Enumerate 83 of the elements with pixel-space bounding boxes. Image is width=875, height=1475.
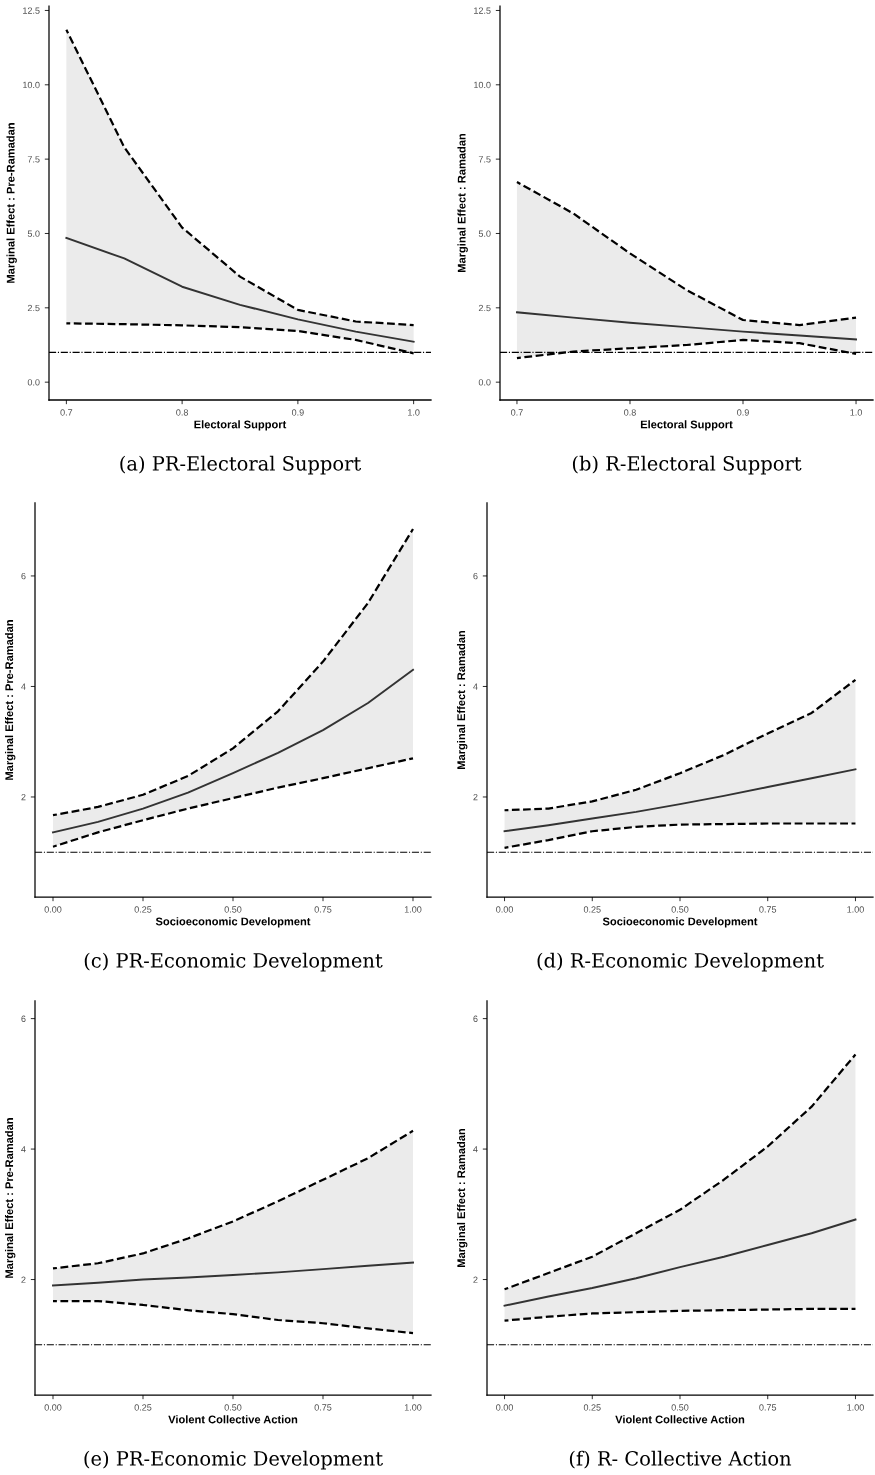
y-tick-label: 6 [473, 572, 478, 580]
y-tick-label: 12.5 [474, 7, 491, 14]
x-axis-title: Socioeconomic Development [155, 917, 311, 928]
line-series [65, 236, 415, 343]
line-series [51, 757, 415, 848]
text: (b) R-Electoral Support [572, 455, 802, 475]
x-tick-label: 0.8 [624, 409, 636, 416]
y-tick-label: 4 [473, 1146, 478, 1153]
x-tick-label: 0.75 [314, 1404, 332, 1411]
y-tick-label: 10.0 [23, 81, 40, 89]
x-tick-label: 1.00 [847, 1404, 864, 1411]
line-series [503, 1218, 857, 1307]
line-series [503, 678, 857, 812]
y-axis-title: Marginal Effect : Ramadan [456, 630, 468, 770]
y-tick-label: 6 [473, 1015, 478, 1022]
line-series [52, 1261, 414, 1287]
x-tick-label: 0.00 [44, 1404, 62, 1411]
line-series [503, 1307, 857, 1322]
y-tick-label: 4 [21, 1146, 26, 1153]
y-tick-label: 0.0 [478, 379, 491, 386]
y-tick-label: 0.0 [27, 379, 40, 386]
x-tick-label: 0.25 [134, 906, 152, 913]
y-axis-title: Marginal Effect : Ramadan [456, 1128, 468, 1268]
x-tick-label: 1.00 [404, 1404, 422, 1411]
x-tick-label: 0.25 [583, 906, 601, 913]
text: (f) R- Collective Action [569, 1450, 792, 1469]
y-tick-label: 6 [21, 572, 26, 580]
x-tick-label: 0.7 [511, 409, 523, 416]
text: (d) R-Economic Development [537, 952, 824, 972]
y-tick-label: 10.0 [474, 81, 491, 89]
y-tick-label: 7.5 [478, 156, 491, 163]
y-tick-label: 4 [473, 683, 478, 690]
y-tick-label: 2 [21, 1276, 26, 1283]
x-axis-title: Electoral Support [194, 420, 287, 431]
x-tick-label: 1.00 [404, 906, 422, 913]
x-axis-title: Violent Collective Action [615, 1415, 745, 1424]
x-axis-title: Electoral Support [640, 420, 733, 431]
y-tick-label: 2 [473, 793, 478, 801]
text: (a) PR-Electoral Support [120, 455, 362, 475]
y-tick-label: 2.5 [478, 304, 491, 312]
x-tick-label: 0.7 [60, 409, 73, 416]
y-axis-title: Marginal Effect : Pre-Ramadan [4, 620, 16, 780]
y-tick-label: 2 [21, 793, 26, 801]
x-tick-label: 0.75 [759, 1404, 777, 1411]
text: (e) PR-Economic Development [84, 1450, 383, 1470]
x-tick-label: 0.50 [224, 906, 242, 913]
line-series [503, 768, 857, 833]
x-tick-label: 0.9 [737, 409, 749, 416]
y-tick-label: 2 [473, 1276, 478, 1283]
x-tick-label: 0.00 [496, 1404, 513, 1411]
x-tick-label: 0.00 [44, 906, 62, 913]
line-series [52, 668, 414, 834]
y-tick-label: 5.0 [478, 230, 491, 237]
x-axis-title: Violent Collective Action [168, 1415, 298, 1424]
y-tick-label: 12.5 [23, 7, 40, 14]
line-series [51, 1299, 415, 1335]
x-tick-label: 1.0 [850, 409, 862, 416]
y-axis-title: Marginal Effect : Pre-Ramadan [4, 1118, 16, 1278]
y-tick-label: 5.0 [27, 230, 40, 237]
x-tick-label: 0.50 [224, 1404, 242, 1411]
x-tick-label: 0.25 [134, 1404, 152, 1411]
x-tick-label: 0.50 [671, 1404, 689, 1411]
x-tick-label: 0.75 [314, 906, 332, 913]
x-axis-title: Socioeconomic Development [602, 917, 758, 928]
line-series [51, 1129, 415, 1270]
x-tick-label: 1.00 [847, 906, 864, 913]
y-tick-label: 2.5 [27, 304, 40, 312]
line-series [515, 180, 858, 327]
line-series [515, 311, 858, 341]
line-series [503, 822, 857, 849]
x-tick-label: 0.50 [671, 906, 689, 913]
x-tick-label: 1.0 [408, 409, 420, 416]
y-tick-label: 4 [21, 683, 26, 690]
x-tick-label: 0.75 [759, 906, 777, 913]
y-tick-label: 7.5 [27, 156, 40, 163]
x-tick-label: 0.9 [291, 409, 304, 416]
y-axis-title: Marginal Effect : Pre-Ramadan [6, 123, 17, 283]
x-tick-label: 0.25 [583, 1404, 601, 1411]
x-tick-label: 0.00 [496, 906, 513, 913]
y-axis-title: Marginal Effect : Ramadan [457, 133, 468, 273]
y-tick-label: 6 [21, 1015, 26, 1022]
x-tick-label: 0.8 [176, 409, 188, 416]
text: (c) PR-Economic Development [84, 952, 383, 972]
